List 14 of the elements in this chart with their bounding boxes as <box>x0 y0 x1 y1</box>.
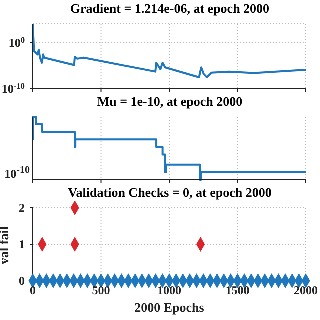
y-tick-label: 10$^{0}$ <box>8 35 25 50</box>
x-axis-title: 2000 Epochs <box>134 300 204 315</box>
y-tick-label: 2 <box>19 201 25 216</box>
x-tick-label: 2000 <box>294 284 318 298</box>
chart-title: Validation Checks = 0, at epoch 2000 <box>67 184 273 201</box>
x-tick-label: 0 <box>30 284 36 298</box>
chart-title: Gradient = 1.214e-06, at epoch 2000 <box>69 0 271 17</box>
x-tick-label: 500 <box>92 284 110 298</box>
x-tick-label: 1000 <box>158 284 182 298</box>
y-tick-label: 10$^{-10}$ <box>2 82 25 96</box>
chart-title: Mu = 1e-10, at epoch 2000 <box>97 94 243 109</box>
y-tick-label: 1 <box>19 238 25 252</box>
x-tick-label: 1500 <box>226 284 250 298</box>
y-tick-label: 0 <box>19 274 25 288</box>
